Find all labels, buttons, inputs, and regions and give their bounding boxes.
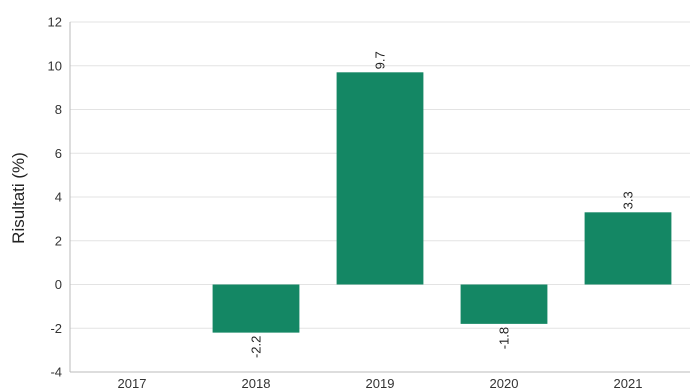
data-label-2019: 9.7 <box>373 51 388 69</box>
data-label-2018: -2.2 <box>249 336 264 358</box>
data-label-2021: 3.3 <box>621 191 636 209</box>
bar-2019 <box>336 72 424 285</box>
bar-2018 <box>212 284 300 333</box>
y-tick-label: 2 <box>55 233 62 248</box>
y-tick-label: 12 <box>48 15 62 30</box>
y-tick-label: -2 <box>50 321 62 336</box>
y-tick-label: 0 <box>55 277 62 292</box>
x-tick-label: 2017 <box>118 376 147 390</box>
data-labels: -2.2 9.7 -1.8 3.3 <box>249 51 636 358</box>
x-axis: 2017 2018 2019 2020 2021 <box>70 371 690 390</box>
y-axis: -4 -2 0 2 4 6 8 10 12 <box>48 15 71 380</box>
y-tick-label: -4 <box>50 365 62 380</box>
y-axis-label: Risultati (%) <box>9 152 28 244</box>
y-tick-label: 4 <box>55 190 62 205</box>
bars <box>212 72 672 333</box>
bar-2020 <box>460 284 548 324</box>
data-label-2020: -1.8 <box>497 327 512 349</box>
x-tick-label: 2021 <box>614 376 643 390</box>
bar-2021 <box>584 212 672 285</box>
x-tick-label: 2020 <box>490 376 519 390</box>
y-tick-label: 8 <box>55 102 62 117</box>
y-tick-label: 10 <box>48 58 62 73</box>
x-tick-label: 2018 <box>242 376 271 390</box>
y-tick-label: 6 <box>55 146 62 161</box>
x-tick-label: 2019 <box>366 376 395 390</box>
